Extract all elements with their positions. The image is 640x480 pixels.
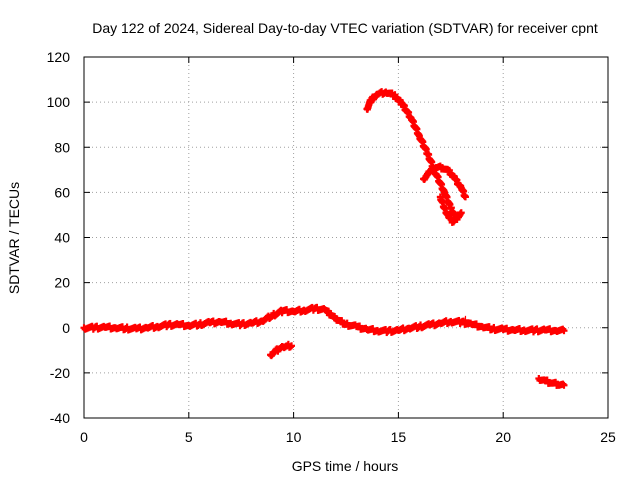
x-tick-label: 5 (185, 429, 193, 445)
data-point (560, 381, 568, 389)
y-tick-label: 120 (47, 49, 71, 65)
y-axis-title: SDTVAR / TECUs (6, 182, 22, 294)
x-tick-label: 25 (600, 429, 616, 445)
y-tick-label: 60 (54, 184, 70, 200)
tick-labels: 0 5 10 15 20 25 -40 -20 0 20 40 60 80 100 120 (47, 49, 616, 445)
x-tick-label: 20 (495, 429, 511, 445)
y-tick-label: 0 (62, 320, 70, 336)
data-point (288, 342, 296, 350)
data-point (457, 209, 465, 217)
x-axis-title: GPS time / hours (292, 458, 399, 474)
data-point (560, 327, 568, 335)
plot-border (83, 56, 609, 419)
x-tick-label: 15 (391, 429, 407, 445)
y-tick-label: -40 (50, 410, 70, 426)
isolated-point (461, 315, 470, 324)
y-tick-label: 80 (54, 139, 70, 155)
x-tick-label: 10 (286, 429, 302, 445)
y-tick-label: 20 (54, 275, 70, 291)
data-point (461, 193, 469, 201)
data-marks (80, 88, 568, 389)
y-tick-label: -20 (50, 365, 70, 381)
y-tick-label: 40 (54, 230, 70, 246)
x-tick-label: 0 (80, 429, 88, 445)
y-tick-label: 100 (47, 94, 71, 110)
chart-title: Day 122 of 2024, Sidereal Day-to-day VTE… (92, 20, 598, 36)
